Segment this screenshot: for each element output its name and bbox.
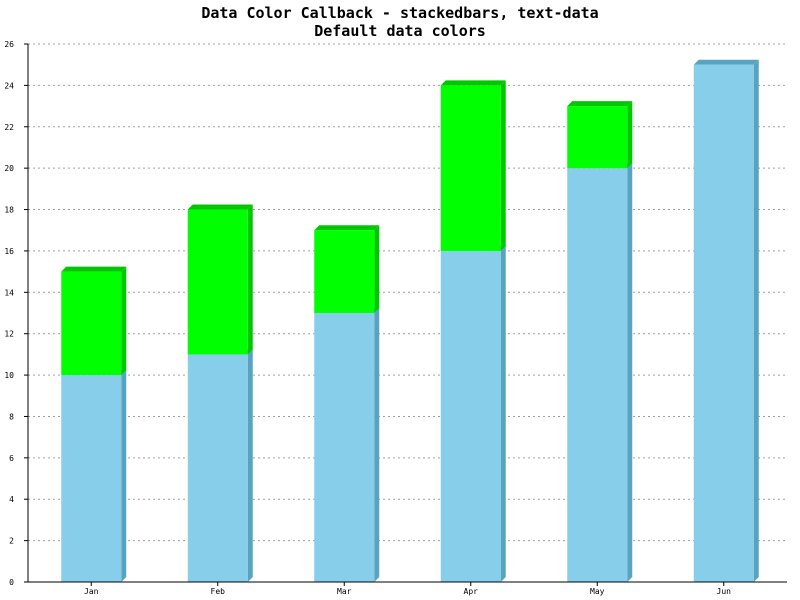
y-tick-label-4: 4 (9, 495, 14, 504)
y-tick-label-10: 10 (4, 371, 14, 380)
y-tick-label-12: 12 (4, 330, 14, 339)
bar-top-may-s1 (567, 101, 633, 107)
y-tick-label-16: 16 (4, 247, 14, 256)
bar-top-jan-s1 (61, 266, 127, 272)
x-tick-label-jan: Jan (84, 587, 99, 596)
bar-mar-s0 (314, 313, 375, 582)
bar-mar-s1 (314, 230, 375, 313)
bar-side-may-s1 (627, 101, 633, 169)
bar-side-may-s0 (627, 163, 633, 582)
bar-top-jun-s0 (693, 59, 759, 65)
bar-side-feb-s1 (247, 204, 253, 355)
bar-jan-s0 (61, 375, 122, 582)
y-tick-label-26: 26 (4, 40, 14, 49)
bar-may-s1 (567, 106, 628, 169)
bar-jan-s1 (61, 271, 122, 376)
y-tick-label-0: 0 (9, 578, 14, 587)
bar-side-apr-s1 (500, 80, 506, 251)
y-tick-label-8: 8 (9, 412, 14, 421)
bar-side-jun-s0 (753, 59, 759, 582)
bar-jun-s0 (693, 64, 754, 582)
y-tick-label-24: 24 (4, 81, 14, 90)
gridlines (28, 43, 787, 542)
bar-feb-s1 (187, 209, 248, 355)
y-tick-label-14: 14 (4, 288, 14, 297)
x-tick-label-may: May (590, 587, 605, 596)
bar-apr-s0 (440, 250, 501, 582)
x-tick-label-apr: Apr (464, 587, 479, 596)
chart-subtitle: Default data colors (314, 22, 486, 40)
x-tick-label-mar: Mar (337, 587, 352, 596)
y-tick-label-6: 6 (9, 454, 14, 463)
y-tick-label-22: 22 (4, 123, 14, 132)
bar-top-feb-s1 (187, 204, 253, 210)
y-tick-label-18: 18 (4, 206, 14, 215)
bars (61, 59, 759, 582)
bar-side-feb-s0 (247, 349, 253, 582)
y-tick-label-2: 2 (9, 537, 14, 546)
x-tick-label-feb: Feb (211, 587, 226, 596)
bar-side-mar-s1 (374, 225, 380, 313)
bar-side-apr-s0 (500, 245, 506, 582)
bar-side-mar-s0 (374, 308, 380, 582)
chart-title: Data Color Callback - stackedbars, text-… (201, 4, 599, 22)
bar-apr-s1 (440, 85, 501, 251)
bar-may-s0 (567, 168, 628, 582)
bar-side-jan-s0 (121, 370, 127, 582)
bar-feb-s0 (187, 354, 248, 582)
bar-top-mar-s1 (314, 225, 380, 231)
bar-top-apr-s1 (440, 80, 506, 86)
y-tick-label-20: 20 (4, 164, 14, 173)
x-tick-label-jun: Jun (717, 587, 732, 596)
bar-side-jan-s1 (121, 266, 127, 376)
